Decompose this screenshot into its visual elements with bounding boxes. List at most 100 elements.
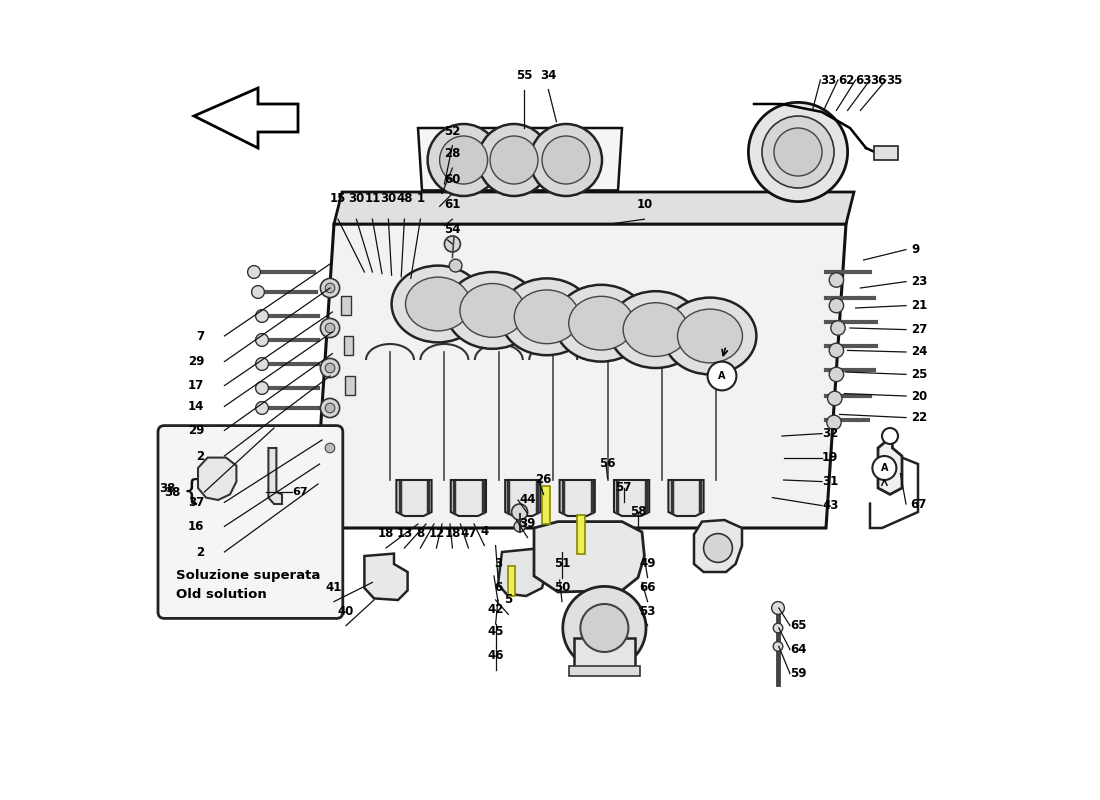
Text: 64: 64	[790, 643, 806, 656]
Circle shape	[255, 334, 268, 346]
Text: 67: 67	[910, 498, 926, 510]
Text: 44: 44	[519, 493, 536, 506]
Text: 38: 38	[164, 486, 180, 498]
Text: 5: 5	[504, 594, 513, 606]
Text: la passione
oltre: la passione oltre	[399, 276, 733, 492]
Text: 23: 23	[912, 275, 927, 288]
Text: 50: 50	[553, 581, 570, 594]
Text: 59: 59	[790, 667, 806, 680]
Circle shape	[514, 521, 525, 532]
Text: 30: 30	[349, 192, 364, 205]
Text: 12: 12	[428, 527, 444, 540]
Polygon shape	[396, 480, 431, 516]
Text: 14: 14	[188, 400, 205, 413]
Text: 28: 28	[444, 147, 461, 160]
Polygon shape	[878, 436, 902, 494]
Text: 40: 40	[338, 605, 354, 618]
Circle shape	[829, 367, 844, 382]
Circle shape	[255, 358, 268, 370]
Circle shape	[542, 136, 590, 184]
Circle shape	[773, 623, 783, 633]
FancyBboxPatch shape	[158, 426, 343, 618]
Circle shape	[530, 124, 602, 196]
Bar	[508, 566, 515, 596]
Polygon shape	[314, 224, 846, 528]
Polygon shape	[534, 522, 645, 592]
Text: 2: 2	[196, 450, 205, 462]
Text: 34: 34	[540, 69, 557, 82]
Circle shape	[872, 456, 896, 480]
Text: 54: 54	[444, 223, 461, 236]
Bar	[542, 486, 550, 524]
Circle shape	[827, 415, 842, 430]
Text: 56: 56	[600, 458, 616, 470]
Circle shape	[440, 136, 487, 184]
Circle shape	[449, 259, 462, 272]
Text: Soluzione superata: Soluzione superata	[176, 570, 321, 582]
Circle shape	[771, 602, 784, 614]
Text: 47: 47	[460, 527, 476, 540]
Text: 13: 13	[396, 527, 412, 540]
Circle shape	[830, 321, 845, 335]
Text: 10: 10	[636, 198, 652, 211]
Bar	[345, 376, 355, 395]
Text: 31: 31	[822, 475, 838, 488]
Polygon shape	[194, 88, 298, 148]
Ellipse shape	[446, 272, 539, 349]
Circle shape	[478, 124, 550, 196]
Circle shape	[704, 534, 733, 562]
Ellipse shape	[663, 298, 757, 374]
Bar	[343, 336, 353, 355]
Text: A: A	[718, 371, 726, 381]
Text: 39: 39	[519, 517, 536, 530]
Circle shape	[255, 310, 268, 322]
Text: 62: 62	[838, 74, 855, 86]
Ellipse shape	[392, 266, 484, 342]
Circle shape	[248, 266, 261, 278]
Text: 22: 22	[912, 411, 927, 424]
Text: 19: 19	[822, 451, 838, 464]
Circle shape	[827, 391, 842, 406]
Text: 45: 45	[487, 626, 504, 638]
Circle shape	[326, 443, 334, 453]
Text: 4: 4	[481, 525, 488, 538]
Polygon shape	[614, 480, 649, 516]
Ellipse shape	[678, 309, 743, 363]
Circle shape	[320, 398, 340, 418]
Text: 20: 20	[912, 390, 927, 402]
Ellipse shape	[623, 302, 689, 357]
Circle shape	[255, 402, 268, 414]
Circle shape	[581, 604, 628, 652]
Text: 25: 25	[912, 368, 928, 381]
Text: 49: 49	[639, 557, 656, 570]
Ellipse shape	[609, 291, 702, 368]
Circle shape	[326, 283, 334, 293]
Bar	[569, 666, 639, 676]
Polygon shape	[560, 480, 595, 516]
Text: 1: 1	[416, 192, 425, 205]
Text: 29: 29	[188, 424, 205, 437]
Polygon shape	[334, 192, 854, 224]
Text: 53: 53	[639, 605, 656, 618]
Polygon shape	[418, 128, 622, 190]
Polygon shape	[364, 554, 408, 600]
Text: 55: 55	[516, 69, 532, 82]
Circle shape	[252, 286, 264, 298]
Circle shape	[326, 323, 334, 333]
Text: 30: 30	[381, 192, 396, 205]
Ellipse shape	[406, 277, 471, 331]
Ellipse shape	[500, 278, 593, 355]
Ellipse shape	[554, 285, 648, 362]
Text: 18: 18	[377, 527, 394, 540]
Bar	[578, 515, 585, 554]
Circle shape	[326, 363, 334, 373]
Text: 32: 32	[822, 427, 838, 440]
Circle shape	[255, 426, 268, 438]
Bar	[874, 146, 898, 160]
Circle shape	[762, 116, 834, 188]
Circle shape	[829, 273, 844, 287]
Circle shape	[563, 586, 646, 670]
Ellipse shape	[569, 296, 634, 350]
Text: 29: 29	[188, 355, 205, 368]
Text: 17: 17	[188, 379, 205, 392]
